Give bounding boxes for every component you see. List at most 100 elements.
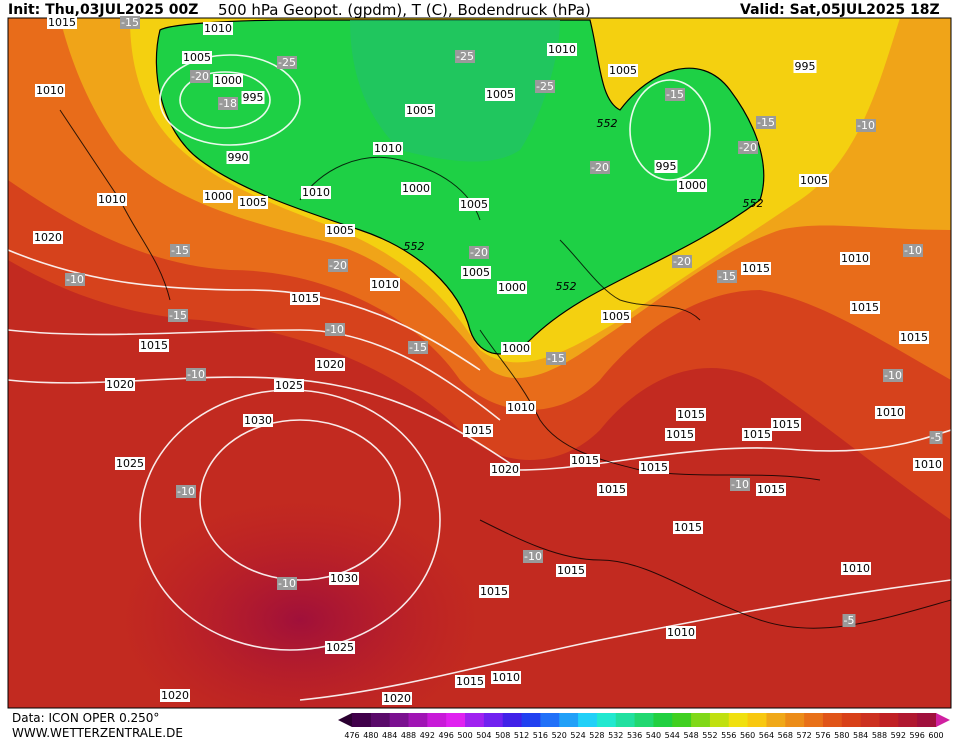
temperature-label: -10 [731, 478, 749, 491]
isobar-label: 1025 [326, 641, 354, 654]
temperature-label: -25 [536, 80, 554, 93]
isobar-label-box [33, 231, 63, 244]
isobar-label: 1000 [402, 182, 430, 195]
temperature-label-box [120, 16, 140, 29]
temperature-label-box [842, 614, 856, 627]
isobar-label-box [677, 179, 707, 192]
temperature-label: -10 [177, 485, 195, 498]
colorbar-label: 500 [457, 731, 472, 740]
geopotential-label: 552 [743, 197, 764, 210]
colorbar-swatch [389, 713, 410, 727]
isobar-label: 1010 [841, 252, 869, 265]
isobar-label: 1000 [502, 342, 530, 355]
colorbar-swatch [483, 713, 504, 727]
temperature-label-box [408, 341, 428, 354]
temperature-label-box [665, 88, 685, 101]
isobar-label: 1005 [609, 64, 637, 77]
temperature-label-box [756, 116, 776, 129]
isobar-label-box [841, 562, 871, 575]
isobar-label: 1030 [244, 414, 272, 427]
isobar-label: 1015 [48, 16, 76, 29]
colorbar-swatch [766, 713, 786, 727]
isobar-label: 1015 [772, 418, 800, 431]
temperature-label: -20 [329, 259, 347, 272]
isobar-label: 1015 [640, 461, 668, 474]
isobar-label: 1015 [571, 454, 599, 467]
isobar-label-box [491, 671, 521, 684]
isobar-label-box [756, 483, 786, 496]
temperature-label: -10 [904, 244, 922, 257]
isobar-label-box [243, 414, 273, 427]
temperature-label-box [218, 97, 238, 110]
isobar-label: 1025 [116, 457, 144, 470]
isobar-label: 995 [656, 160, 677, 173]
temperature-label: -10 [524, 550, 542, 563]
isobar-label-box [676, 408, 706, 421]
isobar-label: 1020 [383, 692, 411, 705]
map-title: 500 hPa Geopot. (gpdm), T (C), Bodendruc… [218, 1, 591, 19]
isobar-label: 1020 [491, 463, 519, 476]
colorbar-swatch [521, 713, 541, 727]
colorbar-swatch [634, 713, 654, 727]
isobar-label-box [315, 358, 345, 371]
temperature-label-box [738, 141, 758, 154]
isobar-label: 990 [228, 151, 249, 164]
isobar-label: 1015 [677, 408, 705, 421]
isobar-label-box [741, 262, 771, 275]
colorbar-label: 544 [665, 731, 680, 740]
colorbar-swatch [465, 713, 485, 727]
temperature-label: -15 [171, 244, 189, 257]
colorbar-label: 496 [439, 731, 454, 740]
temperature-label-box [883, 369, 903, 382]
temperature-label: -20 [591, 161, 609, 174]
isobar-label: 1015 [456, 675, 484, 688]
isobar-label-box [665, 428, 695, 441]
isobar-label-box [608, 64, 638, 77]
isobar-label-box [547, 43, 577, 56]
band-green [155, 19, 765, 355]
map-labels: 1015 1010 1005 1000 995 990 1010 1010 1000 1005 10… [33, 16, 943, 705]
temperature-label-box [546, 352, 566, 365]
isobar-label: 1015 [674, 521, 702, 534]
isobar-label-box [485, 88, 515, 101]
temperature-label-box [535, 80, 555, 93]
isobar-label-box [203, 22, 233, 35]
colorbar-label: 592 [891, 731, 906, 740]
isobar-label: 1010 [374, 142, 402, 155]
colorbar-swatch [653, 713, 673, 727]
colorbar-label: 552 [702, 731, 717, 740]
isobar-label: 1005 [239, 196, 267, 209]
temperature-label: -15 [121, 16, 139, 29]
colorbar-swatch [709, 713, 730, 727]
colorbar-swatch [672, 713, 692, 727]
isobar-lines [8, 54, 951, 701]
isobar-label: 1010 [667, 626, 695, 639]
colorbar-label: 596 [910, 731, 925, 740]
temperature-label: -20 [470, 246, 488, 259]
isobar-label-box [105, 378, 135, 391]
isobar-label-box [840, 252, 870, 265]
temperature-label: -10 [326, 323, 344, 336]
isobar-label: 1005 [460, 198, 488, 211]
isobar-label: 995 [795, 60, 816, 73]
colorbar-label: 576 [815, 731, 830, 740]
colorbar-swatch [427, 713, 447, 727]
colorbar-swatch [596, 713, 617, 727]
temperature-label-box [856, 119, 876, 132]
isobar-label: 1010 [371, 278, 399, 291]
temperature-label-box [523, 550, 543, 563]
isobar-label-box [459, 198, 489, 211]
colorbar-swatch [785, 713, 805, 727]
isobar-label-box [115, 457, 145, 470]
map-frame [7, 17, 952, 709]
temperature-label: -15 [547, 352, 565, 365]
colorbar-label: 580 [834, 731, 849, 740]
colorbar-label: 476 [344, 731, 359, 740]
isobar-label: 1005 [602, 310, 630, 323]
isobar-label: 1010 [842, 562, 870, 575]
colorbar-label: 504 [476, 731, 491, 740]
geopotential-label: 552 [404, 240, 425, 253]
colorbar-swatch [352, 713, 372, 727]
colorbar-swatch [502, 713, 523, 727]
isobar-label: 1015 [666, 428, 694, 441]
